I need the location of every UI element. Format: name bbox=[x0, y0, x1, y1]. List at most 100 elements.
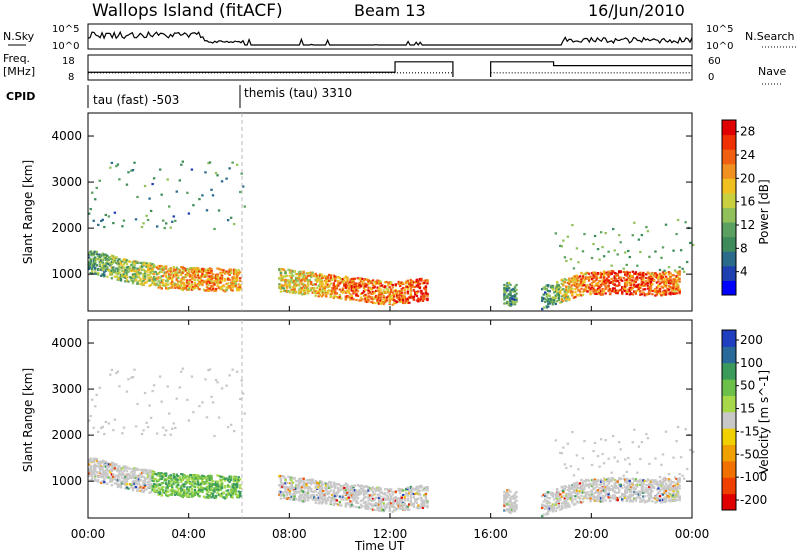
velocity-cell bbox=[180, 473, 183, 476]
power-cell bbox=[544, 287, 547, 291]
power-cell bbox=[195, 284, 198, 288]
power-cell bbox=[645, 226, 648, 229]
power-cell bbox=[574, 281, 577, 284]
velocity-cell bbox=[311, 493, 314, 497]
velocity-cell bbox=[152, 477, 156, 480]
power-cell bbox=[411, 295, 414, 298]
power-cell bbox=[322, 292, 325, 296]
velocity-cell bbox=[198, 494, 201, 498]
velocity-cell bbox=[355, 493, 358, 496]
power-cell bbox=[566, 296, 570, 299]
power-cell bbox=[326, 280, 329, 283]
velocity-cell bbox=[352, 489, 355, 492]
power-cell bbox=[309, 289, 313, 292]
power-cell bbox=[551, 298, 554, 302]
power-cell bbox=[396, 294, 399, 297]
power-cell bbox=[202, 268, 206, 271]
power-cell bbox=[402, 294, 405, 298]
power-cell bbox=[628, 289, 631, 293]
power-cell bbox=[195, 276, 198, 279]
power-cell bbox=[291, 286, 295, 289]
power-cell bbox=[210, 188, 213, 191]
power-cell bbox=[542, 297, 545, 300]
velocity-cell bbox=[116, 474, 120, 477]
velocity-cell bbox=[110, 468, 114, 471]
power-cell bbox=[146, 276, 150, 279]
velocity-cell bbox=[165, 482, 168, 485]
power-cell bbox=[599, 271, 603, 274]
power-cell bbox=[222, 289, 225, 292]
power-cell bbox=[334, 290, 337, 293]
power-cell bbox=[661, 286, 665, 289]
velocity-cell bbox=[294, 485, 298, 488]
power-cell bbox=[661, 273, 665, 277]
power-cell bbox=[605, 280, 609, 283]
velocity-cell bbox=[186, 474, 189, 478]
velocity-cell bbox=[350, 496, 354, 499]
velocity-cell bbox=[240, 379, 243, 382]
power-cell bbox=[216, 273, 219, 276]
power-cell bbox=[627, 271, 630, 274]
power-cell bbox=[110, 258, 114, 261]
power-cell bbox=[210, 271, 213, 274]
velocity-cell bbox=[278, 492, 281, 495]
velocity-cell bbox=[198, 491, 201, 494]
velocity-cell bbox=[190, 474, 194, 477]
velocity-cell bbox=[220, 482, 224, 486]
power-cell bbox=[195, 266, 198, 270]
velocity-cell bbox=[290, 495, 293, 498]
velocity-cell bbox=[97, 480, 100, 483]
velocity-cell bbox=[166, 490, 169, 493]
velocity-cell bbox=[136, 477, 139, 480]
velocity-cell bbox=[373, 503, 376, 506]
velocity-cell bbox=[364, 495, 367, 499]
power-cell bbox=[175, 279, 178, 282]
power-cell bbox=[409, 296, 413, 299]
velocity-cell bbox=[371, 486, 375, 489]
power-cell bbox=[89, 261, 92, 264]
velocity-cell bbox=[199, 476, 203, 479]
power-cell bbox=[688, 241, 692, 245]
velocity-cell bbox=[409, 503, 413, 506]
power-cell bbox=[97, 273, 100, 276]
power-cell bbox=[670, 287, 674, 290]
velocity-cell bbox=[228, 480, 231, 484]
power-cell bbox=[388, 297, 391, 301]
velocity-cell bbox=[220, 475, 224, 479]
power-cell bbox=[506, 287, 509, 290]
velocity-cell bbox=[204, 476, 207, 479]
power-cell bbox=[168, 273, 171, 276]
velocity-cell bbox=[91, 459, 94, 463]
power-cell bbox=[226, 286, 230, 289]
power-cell bbox=[625, 271, 628, 274]
power-cell bbox=[118, 268, 121, 271]
velocity-cell bbox=[352, 491, 355, 494]
power-cell bbox=[88, 261, 91, 264]
power-cell bbox=[670, 280, 674, 283]
power-cell bbox=[119, 275, 123, 278]
velocity-cell bbox=[118, 484, 121, 488]
velocity-cell bbox=[134, 486, 138, 489]
power-cell bbox=[667, 281, 671, 285]
power-cell bbox=[563, 256, 567, 259]
power-cell bbox=[376, 279, 379, 282]
power-cell bbox=[95, 250, 98, 254]
power-cell bbox=[294, 276, 298, 279]
power-cell bbox=[584, 287, 588, 290]
velocity-cell bbox=[341, 488, 345, 491]
velocity-cell bbox=[116, 468, 120, 471]
power-cell bbox=[503, 289, 506, 292]
freq-unit: [MHz] bbox=[3, 65, 35, 78]
power-cell bbox=[587, 286, 591, 289]
velocity-cell bbox=[309, 487, 313, 491]
power-cell bbox=[302, 288, 305, 291]
power-cell bbox=[660, 285, 663, 288]
power-cell bbox=[205, 268, 209, 272]
power-cell bbox=[365, 278, 369, 281]
power-cell bbox=[503, 297, 506, 300]
y-tick-label: 2000 bbox=[51, 221, 82, 235]
velocity-cell bbox=[189, 482, 192, 485]
velocity-cell bbox=[121, 476, 124, 480]
velocity-cell bbox=[237, 476, 240, 479]
velocity-cell bbox=[149, 469, 153, 472]
